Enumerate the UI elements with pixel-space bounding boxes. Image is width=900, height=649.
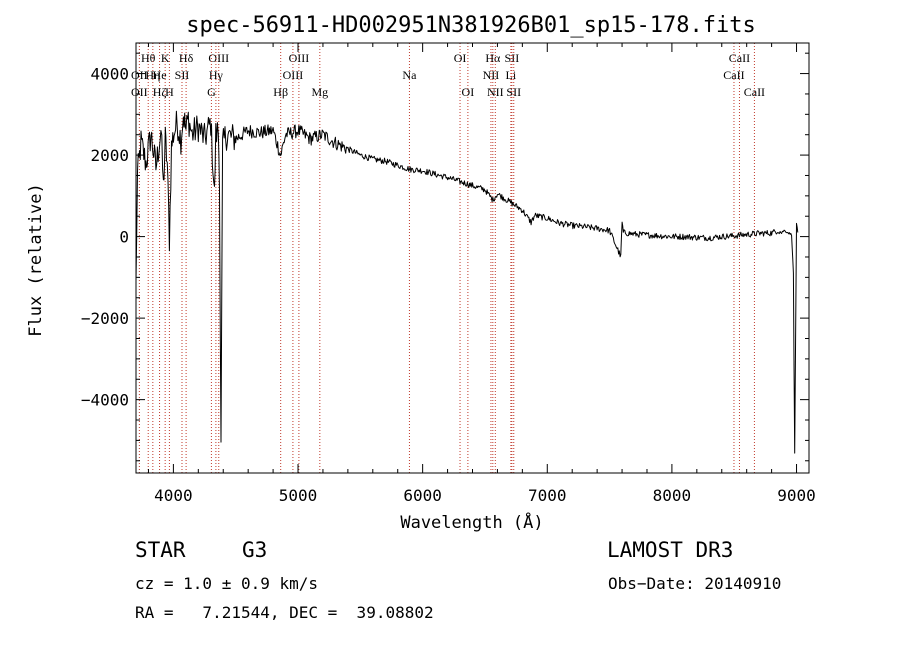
object-type: STAR <box>135 538 186 562</box>
x-tick-label: 7000 <box>528 486 567 505</box>
line-marker-label: Mg <box>311 85 328 99</box>
x-tick-label: 4000 <box>154 486 193 505</box>
y-axis-label: Flux (relative) <box>26 183 46 337</box>
line-marker-label: Hδ <box>179 51 194 65</box>
x-tick-label: 9000 <box>777 486 816 505</box>
line-marker-label: He <box>153 68 167 82</box>
chart-title: spec-56911-HD002951N381926B01_sp15-178.f… <box>186 13 756 38</box>
redshift-readout: cz = 1.0 ± 0.9 km/s <box>135 574 319 593</box>
axis-ticks: 4000 5000 6000 7000 8000 9000 −4000 −2000 0 2000 4… <box>81 43 816 505</box>
line-marker-label: OIII <box>289 51 310 65</box>
line-marker-label: NII <box>483 68 500 82</box>
spectral-subclass: G3 <box>242 538 268 562</box>
y-tick-label: 4000 <box>90 65 129 84</box>
line-marker-label: Hβ <box>273 85 288 99</box>
line-marker-label: OI <box>462 85 475 99</box>
x-tick-label: 6000 <box>403 486 442 505</box>
y-tick-label: 0 <box>119 228 129 247</box>
line-marker-label: CaII <box>723 68 744 82</box>
y-tick-label: 2000 <box>90 146 129 165</box>
line-marker-label: OI <box>454 51 467 65</box>
plot-frame <box>135 42 810 474</box>
line-marker-label: Na <box>402 68 417 82</box>
line-marker-label: H <box>165 85 174 99</box>
x-axis-label: Wavelength (Å) <box>400 511 543 533</box>
line-marker-label: K <box>161 51 170 65</box>
series-layer <box>135 110 799 454</box>
observation-date: Obs−Date: 20140910 <box>608 574 782 593</box>
survey-name: LAMOST DR3 <box>607 538 734 562</box>
line-marker-label: OIII <box>283 68 304 82</box>
line-marker-label: OIII <box>208 51 229 65</box>
line-marker-label: SII <box>506 85 521 99</box>
line-marker-label: Hθ <box>141 51 156 65</box>
series-line-flux <box>135 110 799 454</box>
line-marker-label: Hζ <box>153 85 167 99</box>
line-marker-label: CaII <box>744 85 765 99</box>
line-marker-label: SII <box>505 51 520 65</box>
line-marker-label: Hγ <box>209 68 224 82</box>
x-tick-label: 8000 <box>653 486 692 505</box>
y-tick-label: −4000 <box>81 391 129 410</box>
line-marker-label: SII <box>175 68 190 82</box>
line-marker-label: Hα <box>485 51 501 65</box>
line-marker-label: OII <box>131 85 148 99</box>
line-marker-label: CaII <box>729 51 750 65</box>
coordinates-readout: RA = 7.21544, DEC = 39.08802 <box>135 603 434 622</box>
line-marker-label: NII <box>487 85 504 99</box>
x-tick-label: 5000 <box>279 486 318 505</box>
line-marker-label: G <box>207 85 216 99</box>
line-marker-label: OII <box>131 68 148 82</box>
line-marker-label: Li <box>506 68 517 82</box>
y-tick-label: −2000 <box>81 309 129 328</box>
line-marker-label: Hη <box>145 68 160 82</box>
